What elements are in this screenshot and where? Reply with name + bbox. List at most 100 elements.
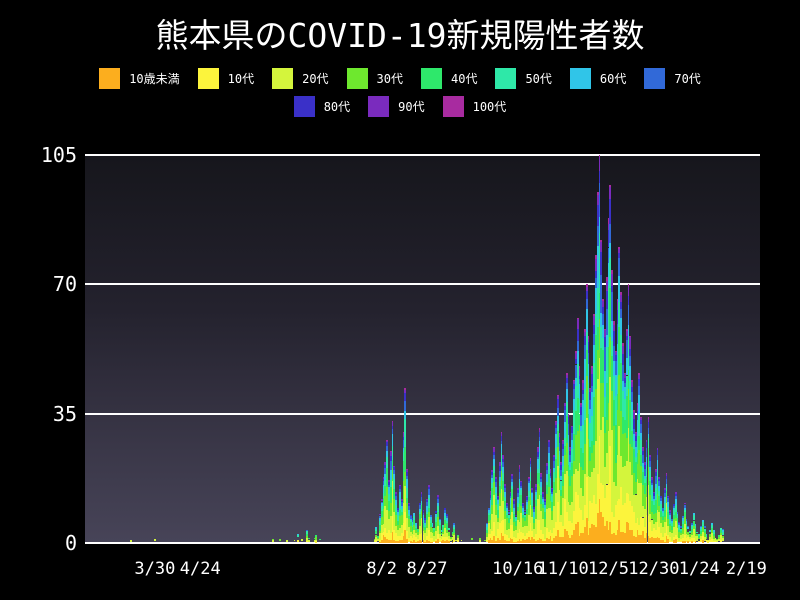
bar-column[interactable]	[502, 454, 505, 543]
bar-column[interactable]	[279, 536, 281, 543]
bar-column[interactable]	[574, 350, 577, 543]
bar-column[interactable]	[654, 469, 657, 543]
bar-column[interactable]	[398, 484, 401, 543]
bar-column[interactable]	[150, 539, 152, 543]
legend-item-40代[interactable]: 40代	[421, 67, 477, 89]
bar-column[interactable]	[716, 536, 719, 543]
bar-column[interactable]	[689, 528, 692, 543]
bar-column[interactable]	[645, 440, 648, 543]
bar-column[interactable]	[636, 402, 639, 543]
bar-column[interactable]	[542, 491, 545, 543]
bar-column[interactable]	[415, 521, 418, 543]
bar-column[interactable]	[424, 517, 427, 543]
bar-column[interactable]	[373, 536, 376, 543]
bar-column[interactable]	[455, 536, 457, 543]
bar-column[interactable]	[321, 539, 323, 543]
bar-column[interactable]	[357, 539, 359, 543]
bar-column[interactable]	[460, 536, 463, 543]
bar-column[interactable]	[496, 495, 499, 543]
bar-column[interactable]	[388, 480, 390, 543]
bar-column[interactable]	[611, 269, 614, 543]
bar-column[interactable]	[554, 421, 557, 543]
bar-column[interactable]	[707, 536, 710, 543]
bar-column[interactable]	[598, 155, 601, 543]
bar-column[interactable]	[553, 454, 555, 543]
bar-column[interactable]	[409, 513, 412, 543]
bar-column[interactable]	[524, 509, 526, 543]
bar-column[interactable]	[429, 513, 432, 543]
bar-column[interactable]	[447, 525, 450, 543]
bar-column[interactable]	[669, 510, 672, 543]
bar-column[interactable]	[406, 469, 408, 543]
bar-column[interactable]	[714, 532, 717, 543]
bar-column[interactable]	[308, 536, 310, 543]
bar-column[interactable]	[583, 328, 586, 543]
legend-item-10代[interactable]: 10代	[197, 67, 254, 89]
bar-column[interactable]	[505, 502, 508, 543]
bar-column[interactable]	[691, 521, 693, 543]
bar-column[interactable]	[431, 521, 434, 543]
bar-column[interactable]	[622, 343, 624, 543]
bar-column[interactable]	[153, 536, 156, 543]
bar-column[interactable]	[700, 525, 702, 543]
bar-column[interactable]	[712, 528, 715, 543]
bar-column[interactable]	[377, 532, 379, 543]
bar-column[interactable]	[293, 536, 296, 543]
bar-column[interactable]	[404, 387, 407, 543]
bar-column[interactable]	[544, 499, 546, 543]
bar-column[interactable]	[402, 432, 405, 543]
bar-column[interactable]	[407, 502, 410, 543]
bar-column[interactable]	[642, 446, 644, 543]
bar-column[interactable]	[484, 536, 486, 543]
bar-column[interactable]	[613, 321, 615, 543]
bar-column[interactable]	[547, 440, 550, 543]
bar-column[interactable]	[529, 458, 532, 543]
bar-column[interactable]	[337, 539, 339, 543]
bar-column[interactable]	[565, 373, 568, 543]
bar-column[interactable]	[522, 502, 525, 543]
bar-column[interactable]	[660, 495, 662, 543]
legend-item-20代[interactable]: 20代	[272, 67, 329, 89]
legend-item-60代[interactable]: 60代	[569, 67, 626, 89]
bar-column[interactable]	[576, 317, 579, 543]
bar-column[interactable]	[649, 454, 652, 543]
bar-column[interactable]	[545, 462, 548, 543]
bar-column[interactable]	[620, 291, 623, 543]
bar-column[interactable]	[665, 472, 668, 543]
bar-column[interactable]	[705, 532, 708, 543]
bar-column[interactable]	[671, 517, 673, 543]
bar-column[interactable]	[625, 328, 628, 543]
bar-column[interactable]	[507, 509, 510, 543]
bar-column[interactable]	[602, 299, 604, 543]
bar-column[interactable]	[426, 498, 428, 543]
bar-column[interactable]	[720, 525, 722, 543]
bar-column[interactable]	[504, 484, 506, 543]
bar-column[interactable]	[647, 417, 650, 543]
bar-column[interactable]	[594, 254, 597, 543]
bar-column[interactable]	[678, 521, 681, 543]
bar-column[interactable]	[709, 528, 711, 543]
bar-column[interactable]	[683, 502, 686, 543]
bar-column[interactable]	[513, 499, 516, 543]
legend-item-10歳未満[interactable]: 10歳未満	[99, 67, 180, 89]
bar-column[interactable]	[453, 521, 456, 543]
bar-column[interactable]	[593, 313, 595, 543]
bar-column[interactable]	[438, 517, 441, 543]
bar-column[interactable]	[571, 425, 574, 543]
bar-column[interactable]	[696, 528, 699, 543]
bar-column[interactable]	[511, 473, 514, 543]
bar-column[interactable]	[703, 525, 706, 543]
bar-column[interactable]	[417, 525, 419, 543]
bar-column[interactable]	[536, 446, 539, 543]
bar-column[interactable]	[520, 480, 523, 543]
bar-column[interactable]	[589, 387, 592, 543]
bar-column[interactable]	[721, 528, 724, 543]
bar-column[interactable]	[391, 421, 394, 543]
bar-column[interactable]	[701, 517, 704, 543]
bar-column[interactable]	[393, 465, 396, 543]
bar-column[interactable]	[687, 525, 690, 543]
bar-column[interactable]	[540, 472, 543, 543]
bar-column[interactable]	[549, 469, 552, 543]
bar-column[interactable]	[509, 491, 512, 543]
bar-column[interactable]	[533, 506, 535, 543]
